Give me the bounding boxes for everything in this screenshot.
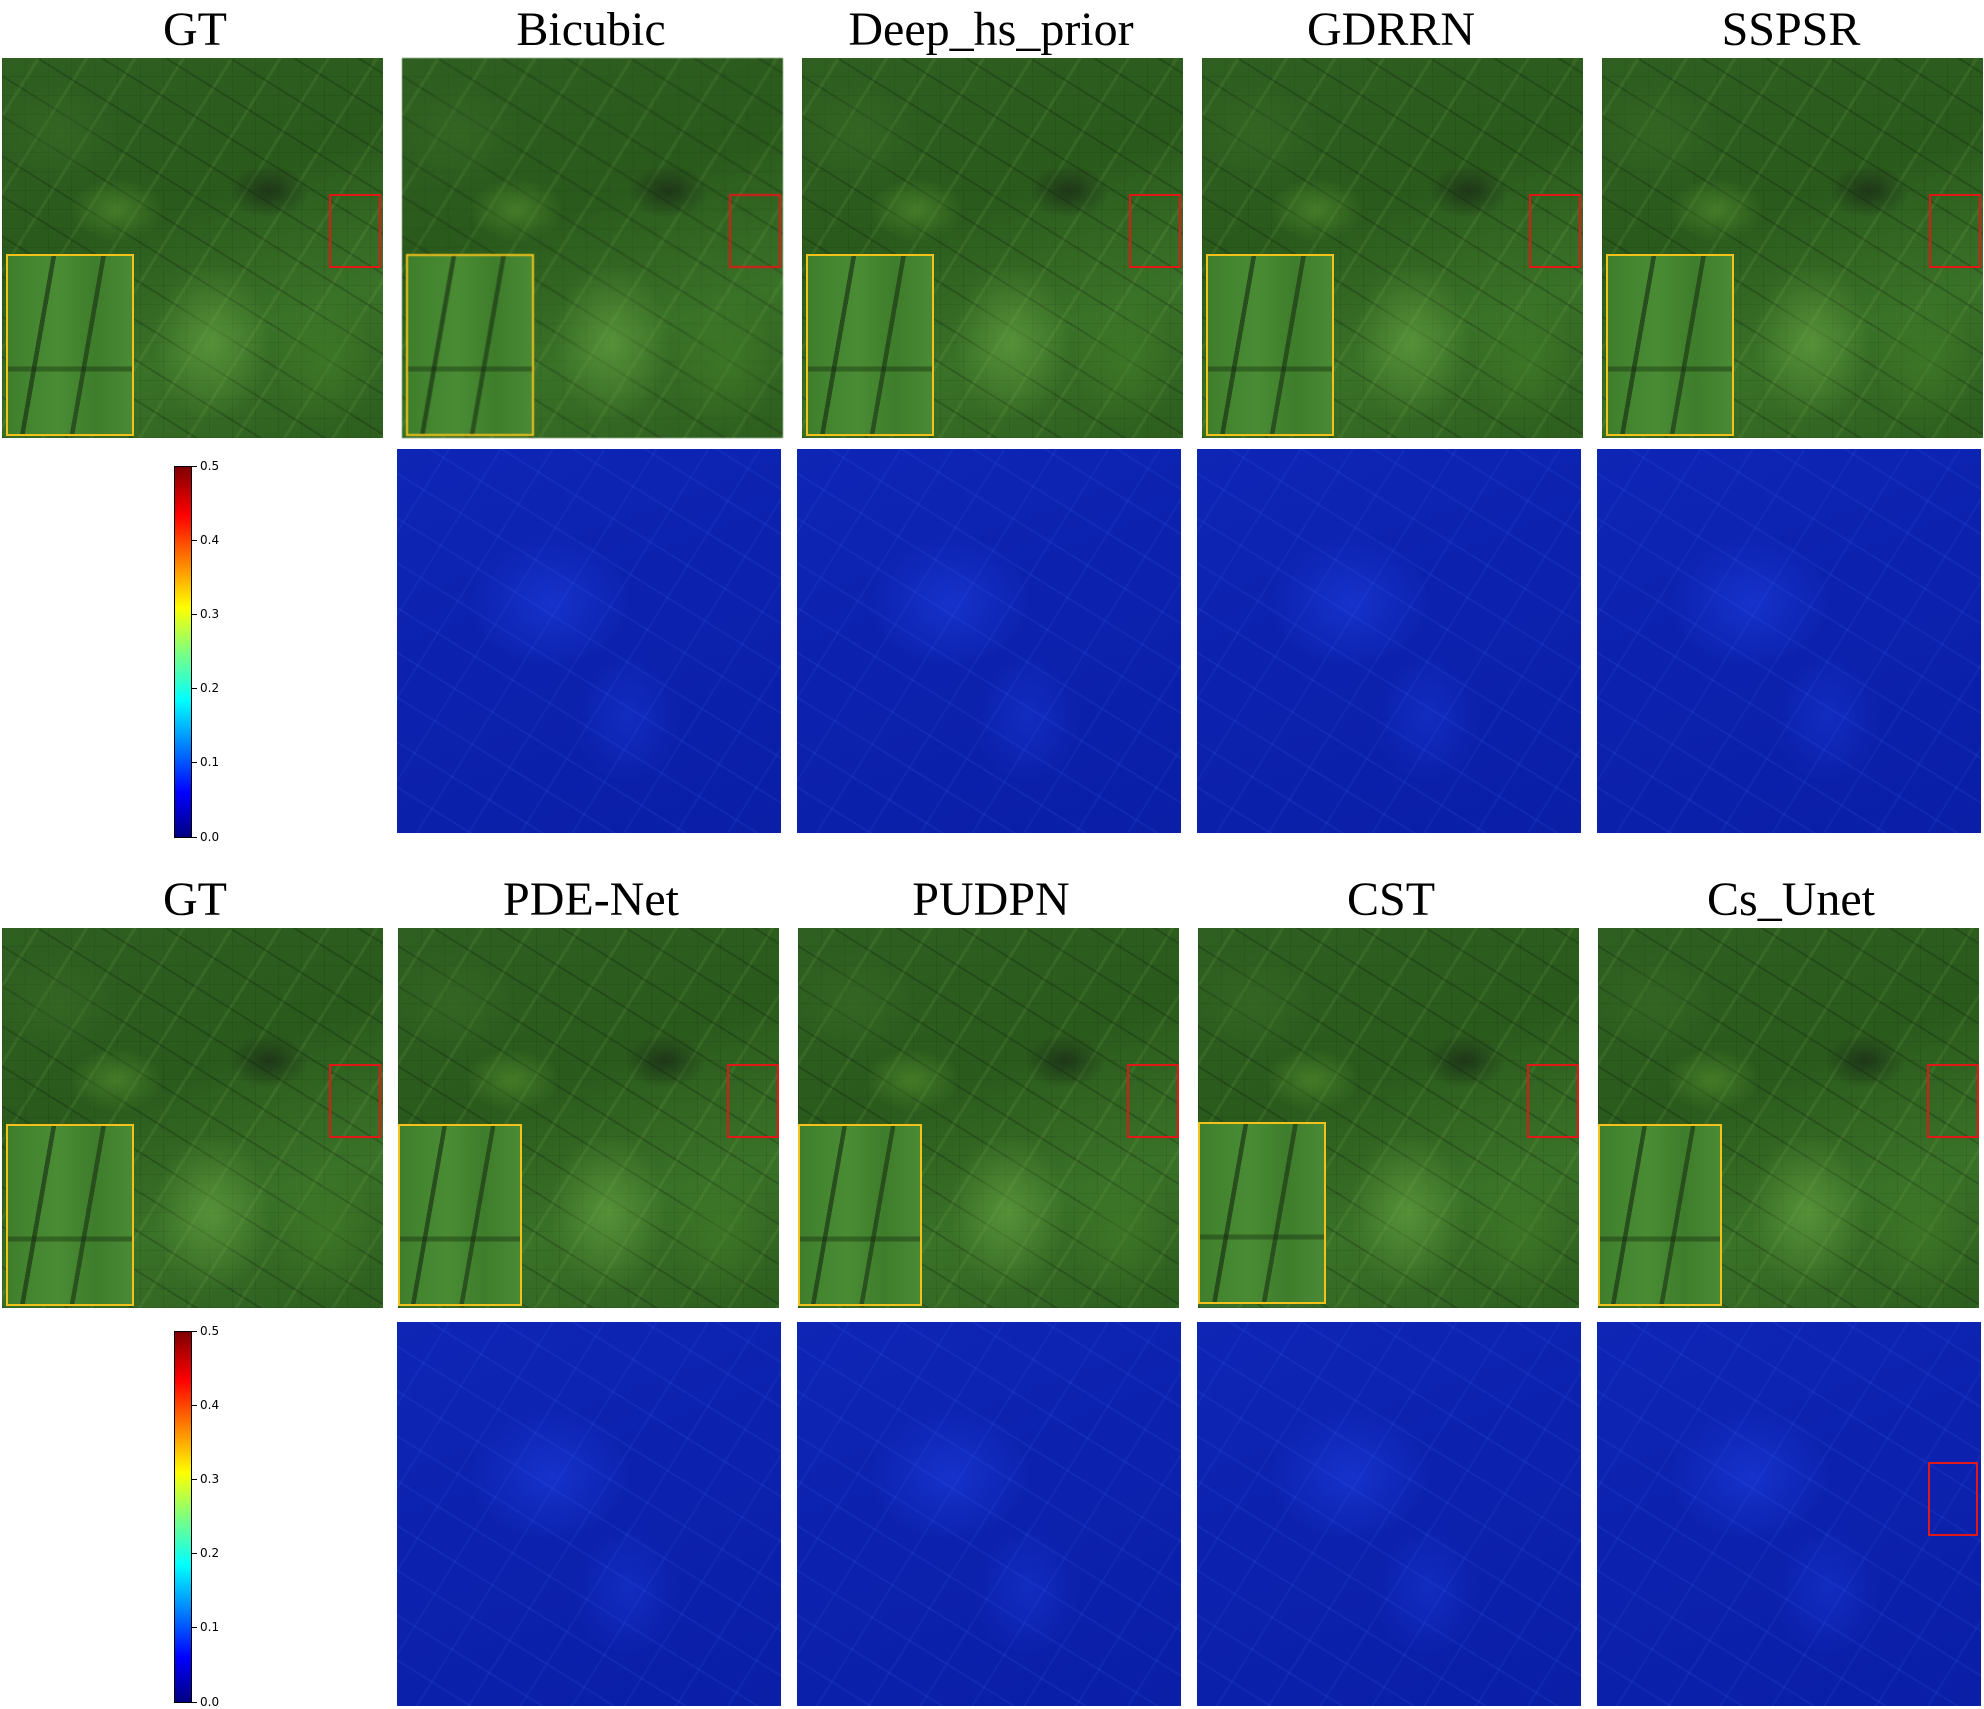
image-deep-hs-prior — [802, 58, 1183, 438]
title-gdrrn: GDRRN — [1306, 3, 1476, 56]
title-cs-unet: Cs_Unet — [1707, 873, 1875, 926]
title-gt-2: GT — [163, 873, 227, 926]
zoom-region-box — [1927, 1064, 1979, 1138]
error-map-pde-net — [397, 1322, 781, 1706]
image-cst — [1198, 928, 1579, 1308]
image-cs-unet — [1598, 928, 1979, 1308]
title-sspsr: SSPSR — [1721, 3, 1861, 56]
image-pde-net — [398, 928, 779, 1308]
error-map-gdrrn — [1197, 449, 1581, 833]
zoom-region-box — [1529, 194, 1581, 268]
zoom-inset — [1206, 254, 1334, 436]
title-pde-net: PDE-Net — [503, 873, 679, 926]
zoom-inset — [6, 254, 134, 436]
image-sspsr — [1602, 58, 1983, 438]
error-map-pudpn — [797, 1322, 1181, 1706]
colorbar-tick: 0.5 — [200, 459, 220, 473]
colorbar-tick: 0.1 — [200, 755, 220, 769]
colorbar-tick: 0.3 — [200, 1472, 220, 1486]
colorbar-gradient — [174, 466, 192, 838]
title-deep-hs-prior: Deep_hs_prior — [848, 3, 1134, 56]
error-map-cs-unet — [1597, 1322, 1981, 1706]
zoom-region-box — [1127, 1064, 1179, 1138]
title-pudpn: PUDPN — [912, 873, 1070, 926]
colorbar-tick: 0.2 — [200, 681, 220, 695]
colorbar-tick: 0.0 — [200, 1695, 220, 1709]
image-gt-1 — [2, 58, 383, 438]
title-cst: CST — [1346, 873, 1436, 926]
colorbar-tick: 0.3 — [200, 607, 220, 621]
zoom-inset — [1198, 1122, 1326, 1304]
zoom-inset — [1598, 1124, 1722, 1306]
image-bicubic — [402, 58, 783, 438]
zoom-inset — [1606, 254, 1734, 436]
error-map-bicubic — [397, 449, 781, 833]
zoom-inset — [806, 254, 934, 436]
zoom-region-box — [729, 194, 781, 268]
zoom-region-box — [1527, 1064, 1579, 1138]
zoom-inset — [398, 1124, 522, 1306]
error-map-sspsr — [1597, 449, 1981, 833]
zoom-inset — [798, 1124, 922, 1306]
colorbar-tick: 0.1 — [200, 1620, 220, 1634]
image-gdrrn — [1202, 58, 1583, 438]
colorbar-tick: 0.4 — [200, 1398, 220, 1412]
colorbar-gradient — [174, 1331, 192, 1703]
title-gt-1: GT — [163, 3, 227, 56]
colorbar-tick: 0.4 — [200, 533, 220, 547]
zoom-region-box — [329, 194, 381, 268]
zoom-inset — [406, 254, 534, 436]
error-map-deep-hs-prior — [797, 449, 1181, 833]
zoom-region-box — [1928, 1462, 1978, 1536]
zoom-region-box — [727, 1064, 779, 1138]
image-gt-2 — [2, 928, 383, 1308]
colorbar-tick: 0.2 — [200, 1546, 220, 1560]
error-map-cst — [1197, 1322, 1581, 1706]
zoom-inset — [6, 1124, 134, 1306]
zoom-region-box — [1129, 194, 1181, 268]
image-pudpn — [798, 928, 1179, 1308]
zoom-region-box — [1929, 194, 1981, 268]
colorbar-tick: 0.5 — [200, 1324, 220, 1338]
title-bicubic: Bicubic — [516, 3, 666, 56]
colorbar-tick: 0.0 — [200, 830, 220, 844]
zoom-region-box — [329, 1064, 381, 1138]
